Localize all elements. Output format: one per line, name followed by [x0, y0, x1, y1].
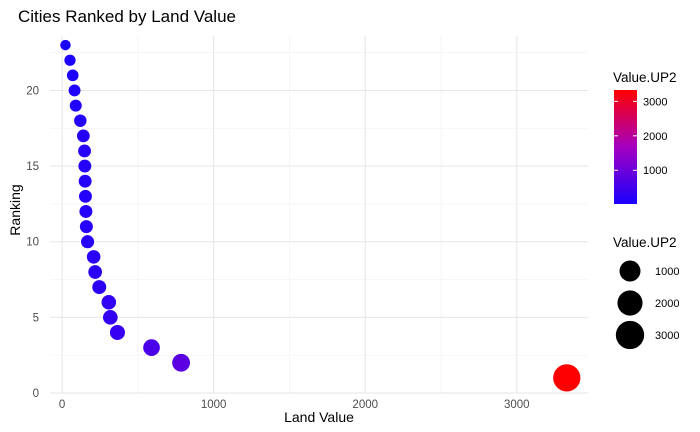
- data-point: [79, 189, 92, 203]
- data-point: [79, 220, 93, 234]
- x-tick-label: 1000: [201, 399, 227, 411]
- color-legend: Value.UP2 1000 2000 3000: [613, 70, 677, 204]
- data-point: [64, 54, 76, 66]
- size-legend-key: [615, 320, 645, 350]
- color-legend-ticks: 1000 2000 3000: [614, 96, 667, 177]
- data-point: [102, 310, 118, 325]
- chart-title: Cities Ranked by Land Value: [18, 7, 236, 26]
- size-legend-label: 1000: [655, 266, 679, 278]
- y-axis-ticks: 0 5 10 15 20: [26, 85, 39, 400]
- grid: [50, 36, 588, 394]
- data-point: [69, 99, 82, 112]
- data-point: [79, 204, 93, 218]
- data-point: [92, 280, 107, 295]
- data-point: [109, 324, 125, 341]
- y-tick-label: 5: [33, 312, 39, 324]
- color-legend-title: Value.UP2: [613, 70, 677, 85]
- x-axis-title: Land Value: [284, 409, 354, 425]
- data-point: [76, 129, 90, 143]
- data-point: [60, 39, 71, 51]
- size-legend-title: Value.UP2: [613, 235, 677, 250]
- size-legend-label: 2000: [655, 298, 679, 310]
- y-tick-label: 20: [26, 85, 39, 97]
- color-legend-bar: [614, 90, 637, 204]
- size-legend-label: 3000: [655, 330, 679, 342]
- data-point: [78, 144, 91, 158]
- x-tick-label: 0: [59, 399, 65, 411]
- size-legend-key: [617, 290, 643, 316]
- data-point: [68, 84, 81, 97]
- data-point: [553, 364, 581, 392]
- data-point: [88, 265, 102, 279]
- data-points: [60, 39, 581, 392]
- data-point: [172, 353, 191, 372]
- size-legend-key: [619, 260, 641, 282]
- size-legend-items: 1000 2000 3000: [615, 260, 679, 350]
- x-tick-label: 2000: [352, 399, 378, 411]
- x-axis-ticks: 0 1000 2000 3000: [59, 399, 530, 411]
- colorbar-label: 2000: [643, 131, 667, 143]
- data-point: [81, 235, 95, 249]
- y-tick-label: 15: [26, 161, 39, 173]
- size-legend: Value.UP2 1000 2000 3000: [613, 235, 679, 350]
- data-point: [143, 339, 160, 356]
- y-axis-title: Ranking: [7, 184, 23, 235]
- y-tick-label: 10: [26, 237, 39, 249]
- data-point: [74, 114, 87, 127]
- data-point: [66, 69, 79, 82]
- data-point: [86, 250, 101, 264]
- data-point: [101, 294, 117, 310]
- data-point: [78, 159, 92, 173]
- data-point: [78, 174, 92, 188]
- colorbar-label: 1000: [643, 165, 667, 177]
- x-tick-label: 3000: [504, 399, 530, 411]
- colorbar-label: 3000: [643, 96, 667, 108]
- y-tick-label: 0: [33, 388, 39, 400]
